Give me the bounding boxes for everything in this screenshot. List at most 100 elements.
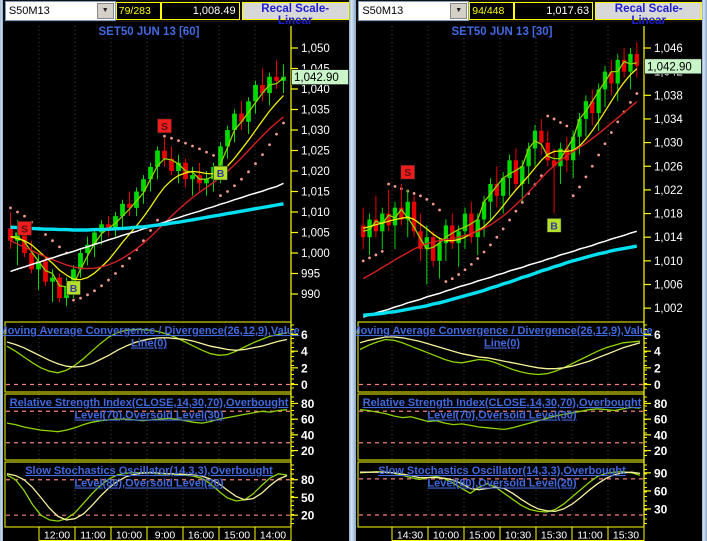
candlestick (70, 269, 76, 286)
candlestick (564, 148, 570, 161)
macd-tick-label: 0 (301, 378, 308, 392)
rsi-tick-label: 20 (654, 444, 668, 458)
time-label: 15:00 (224, 530, 250, 541)
window-frame-left (0, 0, 3, 541)
macd-pane: Moving Average Convergence / Divergence(… (356, 321, 661, 393)
sar-dot (559, 121, 563, 124)
ma-line-red (10, 116, 284, 270)
rsi-tick-label: 80 (654, 397, 668, 411)
svg-text:S: S (405, 167, 412, 179)
candlestick (119, 203, 125, 217)
rsi-pane-border (4, 393, 292, 461)
sar-dot (457, 273, 461, 276)
candlestick (175, 162, 181, 171)
candlestick (273, 76, 279, 81)
sar-dot (495, 235, 499, 239)
price-tick-label: 1,015 (301, 187, 330, 199)
candlestick (571, 136, 576, 161)
sar-dot (610, 131, 614, 134)
time-label: 14:30 (397, 530, 423, 541)
sell-signal-marker: S (157, 118, 172, 134)
stochastics-line-yellow (360, 471, 641, 513)
sar-dot (489, 243, 493, 247)
macd-line-yellow (6, 337, 287, 368)
macd-line-green (6, 328, 287, 374)
sar-dot (393, 184, 397, 188)
price-tick-label: 1,025 (301, 146, 330, 158)
candlestick (154, 150, 160, 167)
time-label: 10:00 (116, 530, 142, 541)
time-label: 11:00 (578, 530, 604, 541)
sar-dot (444, 280, 448, 283)
candlestick (507, 160, 513, 179)
svg-text:S: S (21, 223, 28, 235)
sar-dot (508, 218, 512, 222)
ma-line-cyan (10, 202, 284, 232)
price-tick-label: 1,002 (654, 303, 683, 315)
candlestick (590, 101, 595, 114)
stochastics-pane: Slow Stochastics Oscillator(14,3,3),Over… (4, 461, 314, 528)
sar-dot (22, 214, 26, 218)
recal-scale-button[interactable]: Recal Scale-Linear (595, 2, 703, 27)
price-tick-label: 1,020 (301, 166, 330, 178)
candlestick (482, 201, 487, 220)
sar-dot (616, 120, 620, 124)
chart-title: SET50 JUN 13 [60] (98, 26, 199, 38)
macd-title: Moving Average Convergence / Divergence(… (3, 325, 300, 337)
symbol-select[interactable]: S50M13 ▼ (358, 1, 470, 21)
candlestick (399, 207, 404, 220)
candlestick (418, 231, 423, 250)
sar-dot (381, 249, 384, 253)
ma-line-cyan (363, 244, 638, 317)
sar-dot (260, 153, 264, 157)
macd-pane: Moving Average Convergence / Divergence(… (3, 321, 308, 393)
chart-canvas[interactable]: SET50 JUN 13 [60]1,0501,0451,0401,0351,0… (3, 22, 349, 541)
candlestick (558, 148, 563, 167)
price-tick-label: 1,050 (301, 43, 330, 55)
time-label: 15:30 (541, 530, 567, 541)
stochastics-pane: Slow Stochastics Oscillator(14,3,3),Over… (357, 461, 668, 528)
candlestick (431, 237, 436, 261)
sar-dot (546, 114, 550, 118)
chevron-down-icon[interactable]: ▼ (450, 3, 468, 19)
sar-dot (57, 245, 61, 249)
candlestick (42, 261, 48, 282)
stochastics-line-green (360, 470, 641, 513)
candlestick (450, 225, 455, 244)
symbol-select[interactable]: S50M13 ▼ (4, 1, 116, 21)
sar-dot (148, 229, 152, 232)
candlestick (412, 201, 417, 232)
sar-dot (211, 154, 215, 157)
ma-line-white (363, 230, 638, 318)
candlestick (49, 277, 55, 282)
sell-signal-marker: S (17, 221, 32, 236)
candlestick (238, 113, 244, 122)
sar-dot (246, 170, 250, 174)
sar-dot (197, 147, 201, 151)
sar-dot (204, 150, 208, 154)
price-tick-label: 995 (301, 269, 320, 281)
time-label: 10:30 (505, 530, 531, 541)
sar-dot (127, 256, 131, 260)
sar-dot (267, 143, 271, 147)
sar-dot (463, 268, 467, 272)
candlestick (545, 142, 551, 161)
recal-scale-button[interactable]: Recal Scale-Linear (241, 2, 349, 27)
sar-dot (483, 250, 486, 254)
svg-text:1,042.90: 1,042.90 (294, 72, 339, 84)
panel-divider[interactable] (348, 0, 357, 541)
stochastics-line-yellow (6, 471, 288, 521)
macd-tick-label: 0 (654, 378, 661, 392)
bar-counter: 79/283 (115, 2, 161, 20)
candlestick (488, 183, 493, 202)
sar-dot (162, 134, 166, 138)
time-label: 16:00 (188, 530, 214, 541)
candlestick (501, 178, 506, 196)
chart-canvas[interactable]: SET50 JUN 13 [30]1,0461,0421,0381,0341,0… (356, 22, 703, 541)
rsi-pane: Relative Strength Index(CLOSE,14,30,70),… (357, 393, 668, 461)
sar-dot (50, 239, 54, 243)
chevron-down-icon[interactable]: ▼ (96, 3, 114, 19)
sar-dot (476, 257, 480, 260)
sar-dot (169, 136, 173, 140)
